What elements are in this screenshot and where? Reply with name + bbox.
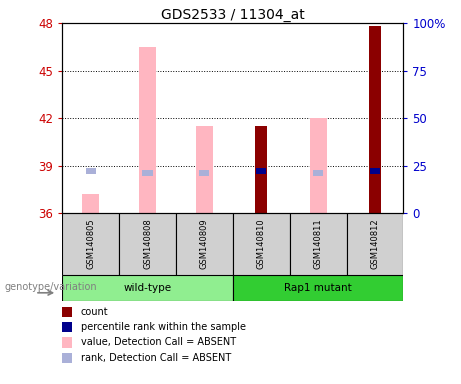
Bar [233, 275, 403, 301]
Bar [199, 170, 209, 175]
Bar [256, 168, 266, 174]
Bar [142, 170, 153, 175]
Text: GSM140810: GSM140810 [257, 218, 266, 269]
Text: GSM140808: GSM140808 [143, 218, 152, 269]
Bar [255, 126, 267, 213]
Text: Rap1 mutant: Rap1 mutant [284, 283, 352, 293]
Bar [119, 213, 176, 275]
Text: GSM140809: GSM140809 [200, 218, 209, 269]
Bar [233, 213, 290, 275]
Text: wild-type: wild-type [124, 283, 171, 293]
Bar [369, 26, 381, 213]
Text: rank, Detection Call = ABSENT: rank, Detection Call = ABSENT [81, 353, 231, 363]
Text: GSM140812: GSM140812 [371, 218, 379, 269]
Bar [370, 168, 380, 174]
Bar [62, 213, 119, 275]
Text: GSM140811: GSM140811 [313, 218, 323, 269]
Bar [196, 126, 213, 213]
Title: GDS2533 / 11304_at: GDS2533 / 11304_at [161, 8, 305, 22]
Text: GSM140805: GSM140805 [86, 218, 95, 269]
Bar [62, 275, 233, 301]
Bar [310, 118, 326, 213]
Bar [290, 213, 347, 275]
Text: percentile rank within the sample: percentile rank within the sample [81, 322, 246, 332]
Bar [139, 47, 156, 213]
Text: genotype/variation: genotype/variation [5, 282, 97, 292]
Bar [313, 170, 323, 175]
Text: value, Detection Call = ABSENT: value, Detection Call = ABSENT [81, 338, 236, 348]
Bar [176, 213, 233, 275]
Bar [82, 194, 99, 213]
Bar [86, 168, 96, 174]
Bar [347, 213, 403, 275]
Text: count: count [81, 307, 108, 317]
